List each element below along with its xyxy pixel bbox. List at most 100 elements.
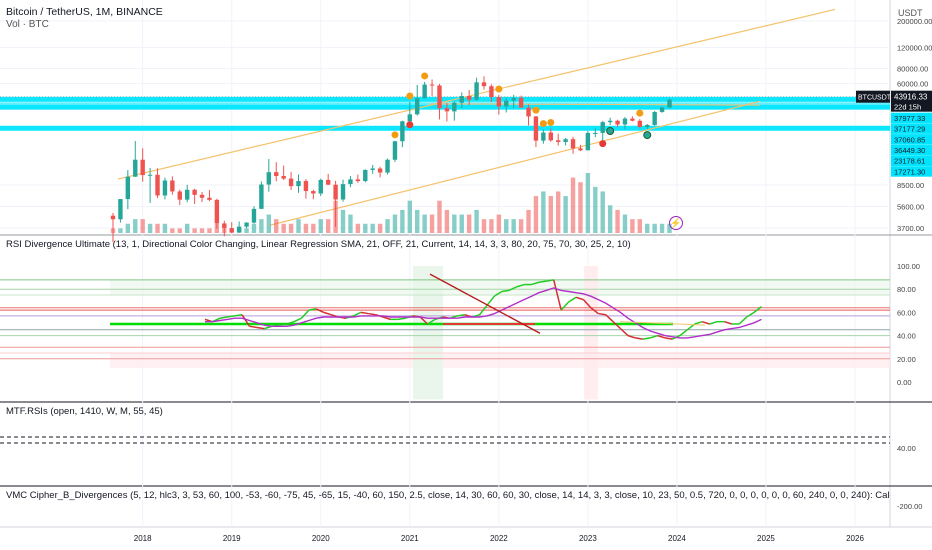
volume-bar (600, 191, 605, 233)
candle-body (466, 96, 472, 100)
candle-body (652, 111, 657, 125)
volume-bar (170, 228, 175, 233)
volume-bar (563, 196, 568, 233)
candle-body (607, 120, 613, 123)
mtf-pane-title: MTF.RSIs (open, 1410, W, M, 55, 45) (6, 406, 163, 417)
rsi-line-segment (308, 308, 317, 311)
rsi-line-segment (493, 290, 503, 297)
candle-body (348, 179, 353, 185)
volume-bar (251, 223, 257, 233)
candle-body (251, 208, 257, 223)
candle-body (325, 179, 331, 185)
volume-bar (370, 223, 375, 233)
symbol-title: Bitcoin / TetherUS, 1M, BINANCE (6, 6, 163, 18)
volume-bar (281, 223, 286, 233)
volume-bar (199, 228, 205, 233)
volume-bar (504, 219, 509, 233)
volume-bar (377, 223, 383, 233)
rsi-line-segment (300, 309, 310, 319)
price-axis-tick: 3700.00 (897, 224, 924, 233)
last-price-box (891, 90, 932, 112)
rsi-line-segment (382, 316, 391, 321)
candle-body (222, 223, 227, 229)
rsi-line-segment (635, 337, 643, 340)
volume-bar (155, 223, 160, 233)
signal-dot (406, 121, 414, 129)
rsi-axis-tick: 60.00 (897, 308, 916, 317)
rsi-line-segment (709, 320, 718, 325)
candle-body (570, 139, 576, 149)
time-axis-tick: 2024 (668, 534, 686, 543)
candle-body (533, 116, 539, 141)
horizontal-trendline (429, 103, 761, 106)
candle-body (429, 84, 435, 86)
candle-body (214, 199, 220, 224)
level-label: 36449.30 (894, 146, 925, 155)
rsi-line-segment (323, 311, 332, 316)
volume-bar (652, 223, 657, 233)
candle-body (377, 168, 383, 173)
price-axis-tick: 8500.00 (897, 181, 924, 190)
level-label-box (891, 166, 932, 177)
level-label: 23178.61 (894, 157, 925, 166)
candle-body (459, 96, 464, 103)
candle-body (207, 197, 212, 200)
volume-bar (385, 219, 390, 233)
candle-body (118, 199, 123, 220)
indicator-badge-icon[interactable]: ⚡ (669, 216, 683, 230)
volume-bar (125, 223, 131, 233)
candle-body (556, 140, 561, 142)
signal-dot (406, 92, 414, 100)
volume-bar (266, 214, 272, 233)
bearish-divergence-line (429, 273, 541, 334)
candle-body (504, 100, 509, 107)
candle-body (659, 107, 665, 112)
signal-dot (421, 72, 429, 80)
rsi-line-segment (419, 316, 429, 325)
level-label: 37977.33 (894, 114, 925, 123)
volume-bar (459, 214, 464, 233)
candle-body (311, 191, 316, 194)
currency-label: USDT (898, 8, 923, 18)
time-axis-tick: 2022 (490, 534, 508, 543)
symbol-tag: BTCUSDT (858, 95, 892, 102)
divergence-highlight (413, 266, 443, 400)
level-label: 37177.29 (894, 125, 925, 134)
volume-bar (630, 219, 635, 233)
volume-bar (311, 223, 316, 233)
rsi-trendline (619, 321, 706, 326)
rsi-line-segment (657, 334, 666, 339)
candle-body (489, 86, 494, 98)
time-axis-tick: 2021 (401, 534, 419, 543)
rsi-line-segment (457, 313, 465, 317)
price-axis-tick: 80000.00 (897, 65, 928, 74)
rsi-line-segment (249, 325, 258, 329)
rsi-line-segment (679, 329, 688, 337)
volume-bar (207, 228, 212, 233)
rsi-axis-tick: 0.00 (897, 378, 912, 387)
volume-bar (340, 209, 346, 233)
candle-body (511, 97, 516, 101)
candle-body (400, 121, 405, 142)
candle-body (363, 169, 368, 182)
rsi-line-segment (642, 337, 651, 340)
time-axis-tick: 2019 (223, 534, 241, 543)
signal-dot (606, 127, 615, 136)
volume-bar (556, 191, 561, 233)
candle-body (162, 180, 168, 196)
candle-body (177, 191, 182, 200)
rsi-pane-title: RSI Divergence Ultimate (13, 1, Directio… (6, 239, 631, 250)
candle-body (444, 108, 450, 112)
rsi-line-segment (553, 279, 562, 311)
candle-body (392, 141, 398, 160)
level-label: 17271.30 (894, 167, 925, 176)
lower-trendline (269, 100, 761, 226)
rsi-line-segment (353, 311, 362, 317)
candle-body (518, 97, 524, 108)
candle-body (548, 132, 553, 141)
candle-body (185, 189, 190, 200)
support-resistance-level (0, 96, 890, 102)
candle-body (422, 84, 427, 99)
rsi-line-segment (397, 317, 406, 321)
